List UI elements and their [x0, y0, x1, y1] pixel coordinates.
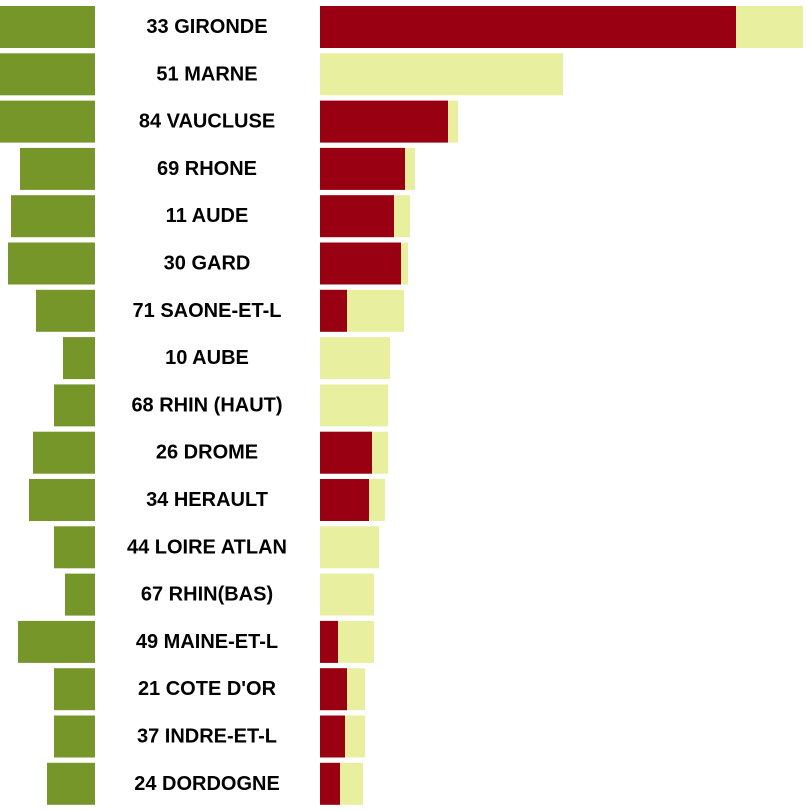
- left-bar: [54, 384, 95, 427]
- red-bar: [320, 147, 405, 190]
- category-label: 69 RHONE: [157, 158, 257, 180]
- left-bar: [29, 479, 95, 521]
- red-bar: [320, 762, 340, 805]
- left-bar: [63, 337, 95, 380]
- red-bar: [320, 6, 736, 48]
- left-bars: [0, 6, 95, 805]
- red-bar: [320, 620, 338, 663]
- category-label: 71 SAONE-ET-L: [133, 300, 282, 322]
- red-bar: [320, 289, 347, 332]
- category-label: 26 DROME: [156, 442, 258, 464]
- red-bar: [320, 242, 401, 285]
- red-bar: [320, 479, 369, 521]
- left-bar: [33, 431, 95, 474]
- left-bar: [8, 242, 95, 285]
- left-bar: [18, 620, 95, 663]
- category-label: 11 AUDE: [166, 205, 249, 227]
- category-label: 68 RHIN (HAUT): [131, 394, 282, 416]
- red-bar: [320, 195, 394, 238]
- left-bar: [54, 668, 95, 711]
- category-label: 33 GIRONDE: [146, 16, 267, 38]
- category-label: 24 DORDOGNE: [134, 773, 280, 795]
- left-bar: [0, 6, 95, 48]
- category-label: 37 INDRE-ET-L: [137, 726, 277, 748]
- right-bars: [320, 6, 803, 805]
- left-bar: [11, 195, 95, 238]
- left-bar: [65, 573, 95, 616]
- left-bar: [54, 715, 95, 758]
- total-bar: [320, 573, 374, 616]
- red-bar: [320, 431, 372, 474]
- category-label: 49 MAINE-ET-L: [136, 631, 278, 653]
- category-label: 51 MARNE: [156, 63, 257, 85]
- total-bar: [320, 53, 563, 96]
- left-bar: [54, 526, 95, 569]
- category-label: 10 AUBE: [165, 347, 249, 369]
- category-labels: 33 GIRONDE 51 MARNE 84 VAUCLUSE 69 RHONE 11 …: [127, 16, 287, 795]
- category-label: 84 VAUCLUSE: [139, 111, 275, 133]
- red-bar: [320, 715, 345, 758]
- left-bar: [0, 53, 95, 96]
- category-label: 21 COTE D'OR: [138, 678, 277, 700]
- category-label: 30 GARD: [164, 253, 251, 275]
- red-bar: [320, 668, 347, 711]
- red-bar: [320, 100, 448, 143]
- total-bar: [320, 384, 388, 427]
- category-label: 44 LOIRE ATLAN: [127, 536, 287, 558]
- left-bar: [36, 289, 95, 332]
- category-label: 34 HERAULT: [146, 489, 268, 511]
- left-bar: [0, 100, 95, 143]
- left-bar: [47, 762, 95, 805]
- category-label: 67 RHIN(BAS): [141, 584, 273, 606]
- total-bar: [320, 526, 379, 569]
- total-bar: [320, 337, 390, 380]
- left-bar: [20, 147, 95, 190]
